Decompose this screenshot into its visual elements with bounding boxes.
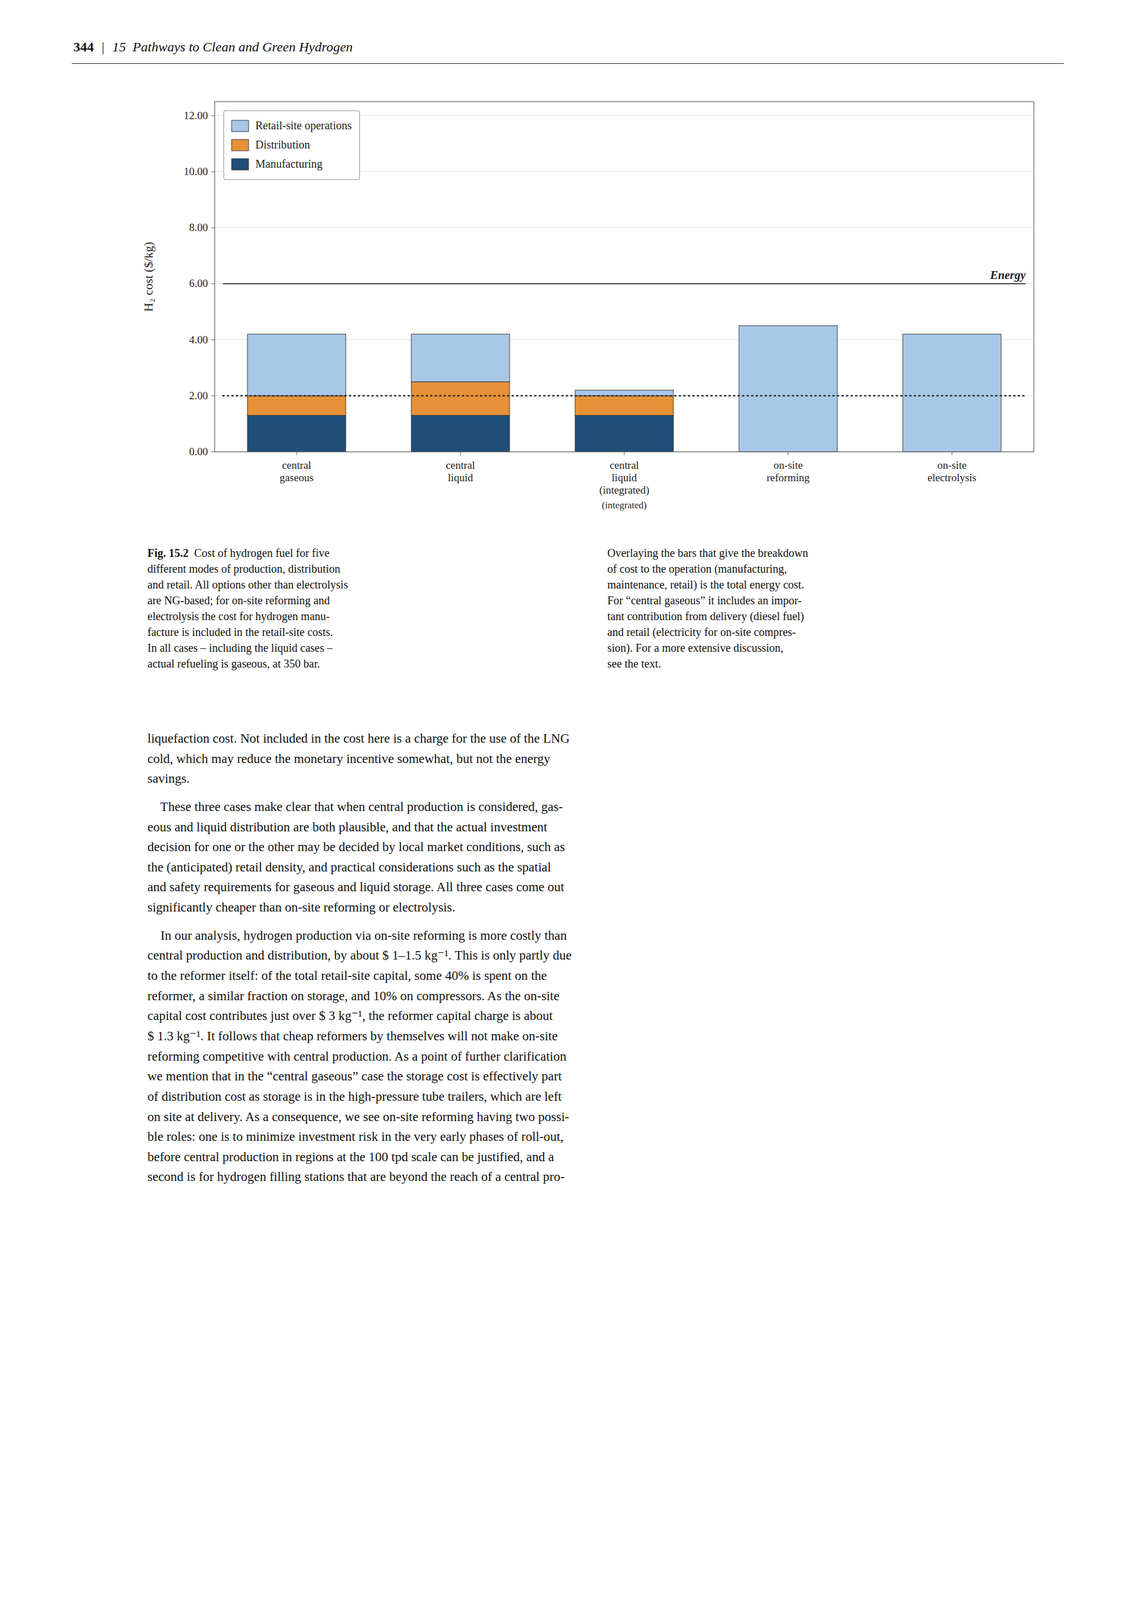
y-tick xyxy=(211,451,215,453)
caption-text: Cost of hydrogen fuel for five different… xyxy=(147,546,349,671)
y-tick xyxy=(211,227,215,229)
reference-lines xyxy=(223,283,1026,396)
chapter-header: 15 Pathways to Clean and Green Hydrogen xyxy=(112,39,354,55)
legend-label: Manufacturing xyxy=(255,157,323,171)
body-text: liquefaction cost. Not included in the c… xyxy=(147,728,572,1188)
y-tick-label: 2.00 xyxy=(189,389,208,402)
body-paragraph: These three cases make clear that when c… xyxy=(147,797,572,919)
annotation: (integrated) xyxy=(601,499,647,511)
grid-line xyxy=(214,227,1034,229)
y-tick-label: 8.00 xyxy=(189,221,208,234)
bar-segment xyxy=(411,334,510,382)
text-line: central xyxy=(281,459,312,472)
bar-segment xyxy=(575,415,674,452)
body-paragraph: savings. xyxy=(147,768,572,790)
y-tick xyxy=(211,283,215,285)
text-line: on-site xyxy=(773,459,803,472)
text-line: reforming xyxy=(766,471,810,484)
x-tick-label: centralliquid(integrated) xyxy=(599,459,650,497)
bar-segment xyxy=(247,334,346,397)
bar-segment xyxy=(902,334,1002,452)
caption-label: Fig. 15.2 xyxy=(147,546,189,560)
body-paragraph: liquefaction cost. Not included in the c… xyxy=(147,728,572,750)
page-number: 344 xyxy=(73,39,94,55)
bar-segment xyxy=(575,396,674,416)
legend-swatch xyxy=(231,139,249,151)
text-line: liquid xyxy=(611,471,638,484)
x-tick xyxy=(788,451,789,456)
grid-line xyxy=(214,283,1034,285)
y-tick xyxy=(211,115,215,116)
text-line: liquid xyxy=(448,471,474,484)
page-header: 344 | 15 Pathways to Clean and Green Hydro… xyxy=(73,39,353,55)
bar-segment xyxy=(738,325,838,452)
x-tick xyxy=(460,451,462,456)
y-tick xyxy=(211,171,215,173)
series xyxy=(247,325,1002,452)
bar-segment xyxy=(575,390,674,397)
caption-right: Overlaying the bars that give the breakd… xyxy=(607,545,808,672)
bar-segment xyxy=(247,396,346,416)
y-tick-label: 6.00 xyxy=(189,277,208,290)
plot-frame xyxy=(214,101,1034,452)
x-tick-label: centralliquid xyxy=(445,459,476,484)
chart: 0.00 2.00 4.00 6.00 8.00 10.00 12.00 Energy cent… xyxy=(0,79,1135,532)
text-line: central xyxy=(445,459,476,472)
text-line: on-site xyxy=(937,459,967,472)
x-axis: centralgaseouscentralliquidcentralliquid… xyxy=(279,451,977,511)
body-paragraph: cold, which may reduce the monetary ince… xyxy=(147,749,572,770)
header-rule xyxy=(71,63,1064,64)
y-tick-label: 0.00 xyxy=(189,445,208,458)
y-axis: 0.00 2.00 4.00 6.00 8.00 10.00 12.00 xyxy=(183,109,1034,458)
legend-swatch xyxy=(231,120,249,132)
bar-segment xyxy=(411,381,510,416)
x-tick xyxy=(296,451,298,456)
y-tick xyxy=(211,339,215,341)
x-tick-label: on-siteelectrolysis xyxy=(927,459,977,484)
legend-swatch xyxy=(231,158,249,171)
reference-line xyxy=(223,395,1026,398)
x-tick xyxy=(951,451,953,456)
y-tick-label: 4.00 xyxy=(189,333,208,346)
caption-left: Fig. 15.2 Cost of hydrogen fuel for five… xyxy=(147,545,349,672)
legend-box xyxy=(223,110,360,180)
bar-segment xyxy=(247,415,346,452)
series xyxy=(247,415,674,452)
x-tick-label: on-sitereforming xyxy=(766,459,810,484)
header-separator: | xyxy=(101,39,105,55)
text-line: gaseous xyxy=(279,471,314,484)
reference-line xyxy=(223,283,1026,285)
legend-label: Retail-site operations xyxy=(255,119,352,133)
y-tick xyxy=(211,395,215,397)
plot-background xyxy=(214,101,1034,452)
y-axis-label: H₂ cost ($/kg) xyxy=(141,241,156,312)
x-tick xyxy=(624,451,625,456)
legend-label: Distribution xyxy=(255,138,311,151)
text-line: electrolysis xyxy=(927,471,977,484)
legend: Retail-site operations Distribution Manufa… xyxy=(223,110,360,180)
y-tick-label: 12.00 xyxy=(183,109,208,122)
text-line: central xyxy=(609,459,639,472)
x-tick-label: centralgaseous xyxy=(279,459,314,484)
text-line: (integrated) xyxy=(599,484,650,497)
bar-segment xyxy=(411,415,510,452)
body-paragraph: In our analysis, hydrogen production via… xyxy=(147,925,572,1188)
reference-line-label: Energy xyxy=(989,268,1027,282)
bars xyxy=(247,325,1002,452)
y-tick-label: 10.00 xyxy=(183,165,208,178)
